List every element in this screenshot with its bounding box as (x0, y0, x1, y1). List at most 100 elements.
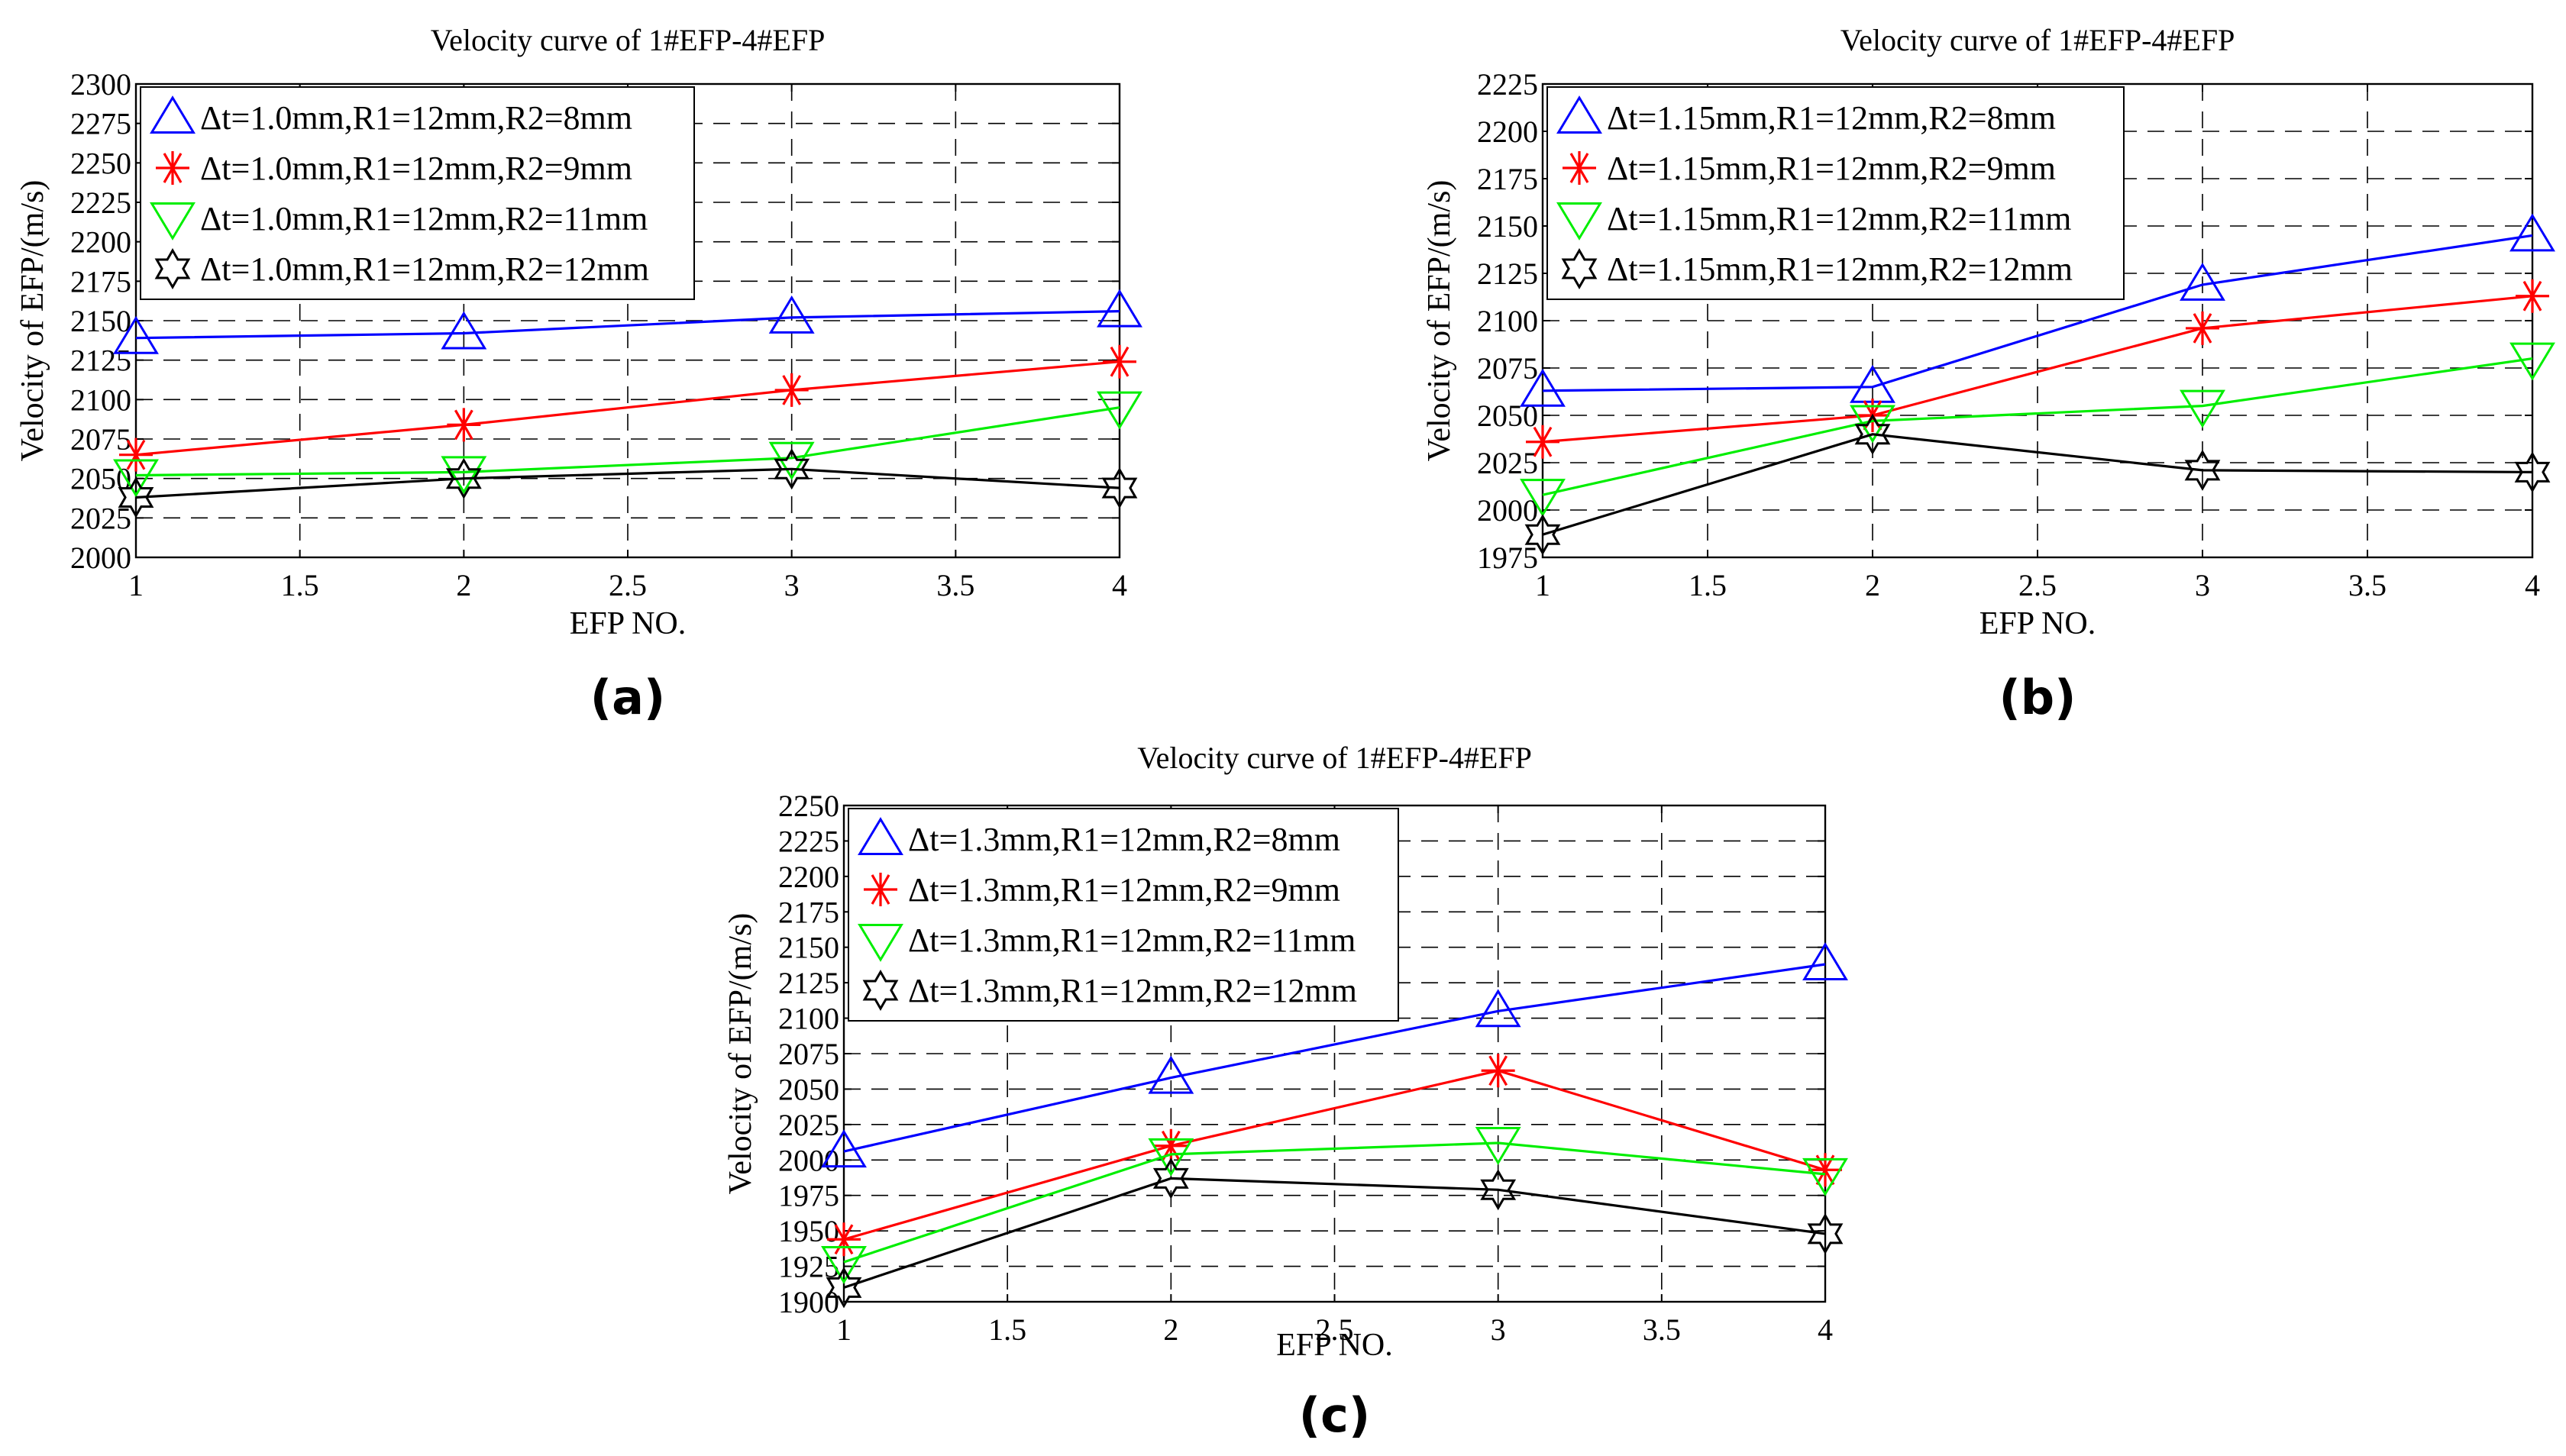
y-axis-label: Velocity of EFP/(m/s) (1422, 180, 1457, 462)
series-3 (821, 1127, 1848, 1284)
series-1 (1520, 213, 2555, 407)
series-line (843, 963, 1826, 1153)
data-point (2186, 311, 2219, 345)
data-point (119, 437, 153, 472)
data-point (1524, 514, 1561, 556)
legend-box (1546, 86, 2125, 300)
x-tick-label: 1.5 (281, 568, 319, 602)
y-tick-label: 2275 (70, 107, 131, 141)
legend-box (848, 808, 1399, 1022)
legend-marker (154, 247, 191, 290)
y-tick-label: 2000 (1477, 493, 1538, 528)
x-tick-label: 4 (2525, 568, 2540, 602)
series-line (843, 1177, 1826, 1289)
y-tick-label: 2175 (70, 264, 131, 299)
legend-marker (1561, 247, 1598, 290)
x-tick-label: 1.5 (988, 1312, 1026, 1347)
data-point (774, 373, 809, 407)
x-tick-label: 3.5 (2348, 568, 2387, 602)
y-tick-label: 1950 (778, 1214, 839, 1248)
data-point (821, 1129, 867, 1168)
x-tick-label: 3 (784, 568, 800, 602)
legend-marker (150, 95, 196, 134)
y-tick-label: 1975 (778, 1179, 839, 1213)
legend-marker (858, 924, 903, 962)
legend-label: Δt=1.0mm,R1=12mm,R2=12mm (200, 250, 649, 288)
y-tick-label: 2150 (70, 304, 131, 338)
series-line (135, 360, 1120, 457)
panel-label: (a) (590, 670, 666, 725)
y-tick-label: 2050 (778, 1072, 839, 1106)
x-tick-label: 2 (1163, 1312, 1178, 1347)
x-tick-label: 4 (1818, 1312, 1833, 1347)
x-axis-label: EFP NO. (570, 606, 686, 641)
data-point (441, 456, 487, 495)
y-tick-label: 2000 (70, 541, 131, 575)
series-1 (821, 942, 1848, 1168)
legend-label: Δt=1.15mm,R1=12mm,R2=9mm (1607, 150, 2056, 187)
y-tick-label: 2025 (778, 1108, 839, 1142)
data-point (2514, 451, 2551, 493)
y-tick-label: 2150 (1477, 209, 1538, 244)
legend-marker (1556, 95, 1602, 134)
data-point (1475, 989, 1521, 1028)
legend-marker (1563, 151, 1596, 185)
data-point (1850, 405, 1895, 444)
y-axis-label: Velocity of EFP/(m/s) (15, 180, 50, 462)
data-point (113, 459, 159, 498)
data-point (1520, 368, 1566, 407)
data-point (1103, 344, 1136, 379)
legend-marker (864, 873, 897, 906)
legend: Δt=1.0mm,R1=12mm,R2=8mm Δt=1.0mm,R1=12mm,… (140, 86, 695, 300)
x-tick-label: 2.5 (2018, 568, 2057, 602)
series-line (1542, 234, 2533, 392)
data-point (1808, 1153, 1842, 1187)
series-line (1542, 357, 2533, 496)
panel-label: (c) (1299, 1387, 1370, 1443)
data-point (1802, 1157, 1848, 1196)
x-tick-label: 3.5 (1643, 1312, 1681, 1347)
data-point (826, 1267, 862, 1309)
series-1 (113, 289, 1142, 354)
data-point (1807, 1212, 1844, 1254)
data-point (1526, 425, 1559, 459)
data-point (113, 315, 159, 354)
legend-label: Δt=1.0mm,R1=12mm,R2=8mm (200, 99, 632, 137)
y-tick-label: 2250 (70, 146, 131, 180)
series-2 (827, 1054, 1842, 1257)
y-tick-label: 1975 (1477, 541, 1538, 575)
x-tick-label: 4 (1112, 568, 1127, 602)
y-tick-label: 2100 (1477, 304, 1538, 338)
chart-title: Velocity curve of 1#EFP-4#EFP (431, 23, 826, 57)
data-point (774, 448, 810, 490)
y-tick-label: 2075 (778, 1037, 839, 1071)
y-tick-label: 2075 (1477, 351, 1538, 386)
y-tick-label: 2200 (70, 225, 131, 260)
legend-label: Δt=1.3mm,R1=12mm,R2=12mm (908, 972, 1357, 1009)
series-line (843, 1141, 1826, 1264)
data-point (441, 311, 487, 350)
legend-label: Δt=1.3mm,R1=12mm,R2=8mm (908, 821, 1340, 858)
y-tick-label: 2200 (1477, 115, 1538, 149)
y-tick-label: 2025 (1477, 446, 1538, 480)
legend-label: Δt=1.0mm,R1=12mm,R2=11mm (200, 200, 648, 237)
legend-label: Δt=1.15mm,R1=12mm,R2=8mm (1607, 99, 2056, 137)
x-tick-label: 2 (456, 568, 471, 602)
data-point (1481, 1054, 1515, 1088)
y-tick-label: 2300 (70, 67, 131, 102)
data-point (1802, 942, 1848, 980)
data-point (2509, 213, 2555, 252)
legend-marker (1556, 202, 1602, 241)
x-tick-label: 1.5 (1689, 568, 1727, 602)
x-tick-label: 2.5 (609, 568, 647, 602)
y-tick-label: 2200 (778, 860, 839, 894)
data-point (1097, 391, 1142, 430)
x-tick-label: 2 (1865, 568, 1880, 602)
series-4 (118, 448, 1138, 518)
chart-title: Velocity curve of 1#EFP-4#EFP (1137, 741, 1532, 775)
data-point (768, 295, 815, 334)
series-line (843, 1069, 1826, 1241)
legend-label: Δt=1.3mm,R1=12mm,R2=9mm (908, 871, 1340, 909)
data-point (2184, 449, 2221, 491)
